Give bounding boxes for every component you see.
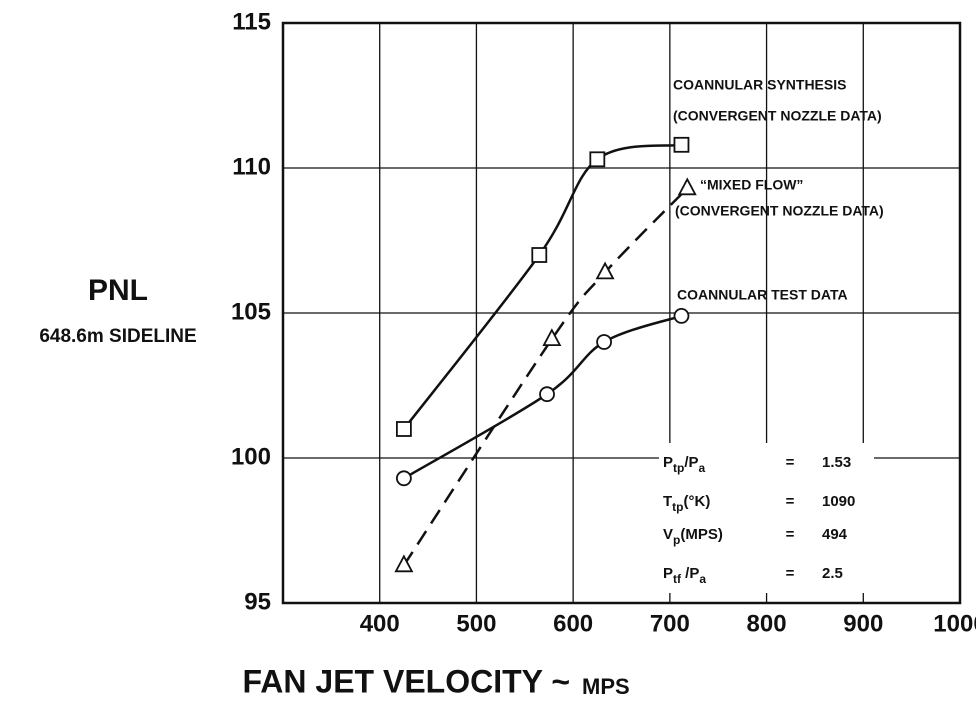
param-part: P	[663, 565, 673, 582]
x-tick-label: 1000	[933, 610, 976, 637]
x-tick-label: 500	[456, 610, 496, 637]
param-part: /P	[681, 565, 699, 582]
param-value: 494	[822, 526, 848, 543]
x-tick-label: 800	[747, 610, 787, 637]
marker	[673, 136, 690, 153]
param-box	[659, 443, 874, 593]
param-part: a	[699, 461, 706, 475]
param-part: p	[673, 533, 680, 547]
param-sep: =	[786, 526, 795, 543]
param-sep: =	[786, 493, 795, 510]
param-part: V	[663, 526, 673, 543]
param-sep: =	[786, 565, 795, 582]
param-value: 2.5	[822, 565, 843, 582]
series-line	[402, 143, 682, 430]
marker	[394, 554, 414, 573]
param-part: (MPS)	[680, 526, 723, 543]
marker	[589, 151, 606, 168]
x-tick-label: 900	[843, 610, 883, 637]
y-tick-label: 100	[231, 443, 271, 470]
param-sep: =	[786, 454, 795, 471]
param-part: T	[663, 493, 672, 510]
param-value: 1090	[822, 493, 855, 510]
param-part: /P	[684, 454, 698, 471]
marker	[395, 470, 412, 487]
x-tick-label: 600	[553, 610, 593, 637]
marker	[539, 386, 555, 403]
marker	[596, 334, 612, 350]
series-label: “MIXED FLOW”	[700, 177, 803, 193]
series-label: COANNULAR TEST DATA	[677, 287, 848, 303]
param-value: 1.53	[822, 454, 851, 471]
marker	[395, 421, 412, 437]
series-note: (CONVERGENT NOZZLE DATA)	[675, 203, 884, 219]
y-tick-label: 110	[232, 153, 271, 180]
x-tick-label: 700	[650, 610, 690, 637]
param-part: tf	[673, 572, 682, 586]
y-tick-label: 105	[231, 298, 271, 325]
plot-frame	[281, 21, 962, 605]
param-label: Vp(MPS)	[663, 526, 723, 547]
x-tick-label: 400	[360, 610, 400, 637]
param-part: tp	[672, 500, 683, 514]
x-axis-label: FAN JET VELOCITY ~	[243, 663, 570, 699]
marker	[595, 261, 615, 280]
param-part: P	[663, 454, 673, 471]
series-line	[403, 314, 682, 480]
marker	[531, 247, 548, 263]
series-note: (CONVERGENT NOZZLE DATA)	[673, 108, 882, 124]
param-label: Ttp(°K)	[663, 493, 710, 514]
y-tick-label: 115	[232, 8, 271, 35]
series-line	[402, 187, 689, 566]
param-part: tp	[673, 461, 684, 475]
series-label: COANNULAR SYNTHESIS	[673, 77, 846, 93]
param-part: a	[699, 572, 706, 586]
param-label: Ptf /Pa	[663, 565, 706, 586]
y-tick-label: 95	[244, 588, 271, 615]
param-part: (°K)	[684, 493, 711, 510]
y-axis-sublabel: 648.6m SIDELINE	[39, 326, 196, 347]
y-axis-label: PNL	[88, 274, 148, 307]
marker	[673, 307, 690, 324]
x-axis-unit: MPS	[582, 674, 630, 699]
marker	[542, 328, 562, 347]
param-label: Ptp/Pa	[663, 454, 706, 475]
marker	[677, 177, 697, 196]
